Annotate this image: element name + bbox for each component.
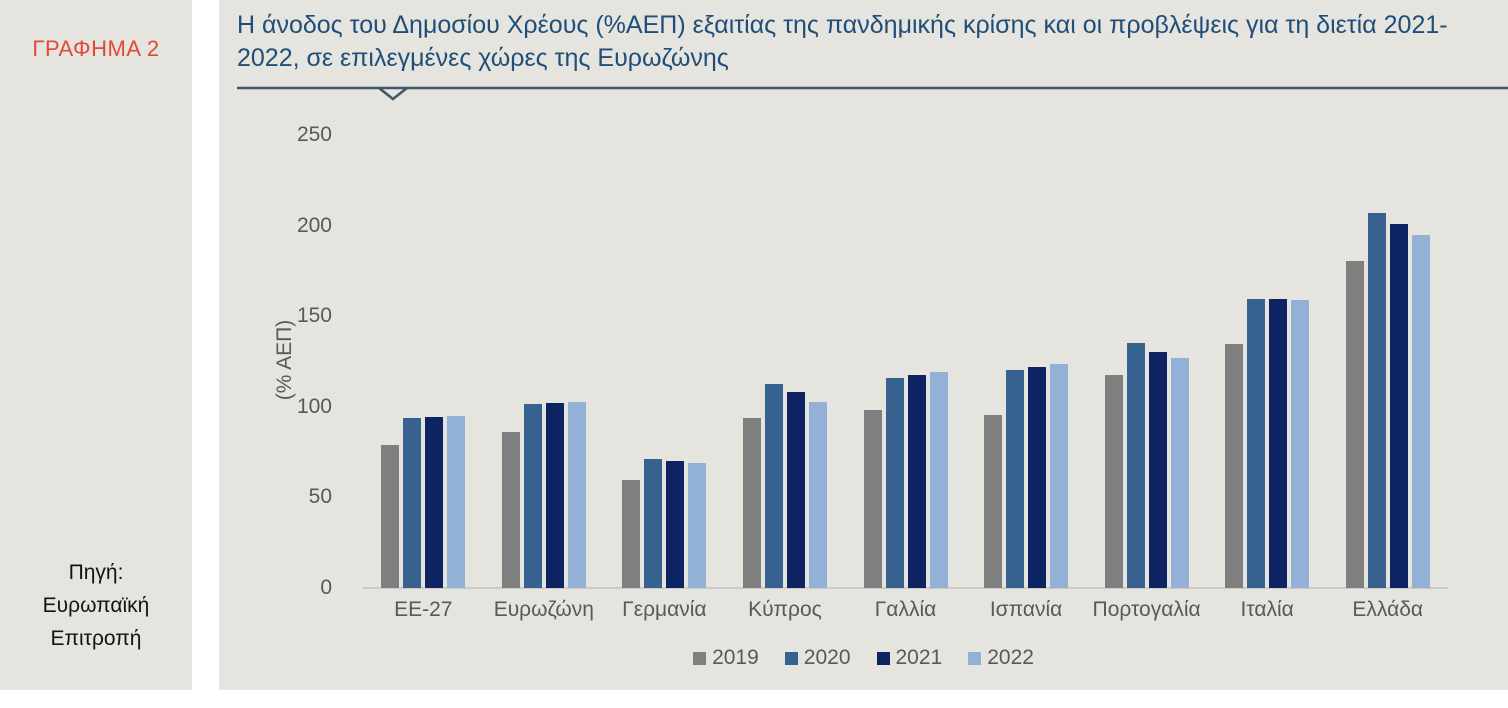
x-category-label: Ισπανία [989,598,1063,621]
x-category-label: Πορτογαλία [1092,598,1201,621]
bar-2021-Ελλάδα [1389,224,1408,588]
bar-2021-Γαλλία [907,374,926,588]
bar-2020-Ισπανία [1006,370,1025,588]
figure-sidebar: ΓΡΑΦΗΜΑ 2 Πηγή: Ευρωπαϊκή Επιτροπή [0,0,192,690]
y-tick-label: 150 [296,304,332,328]
bar-2021-Γερμανία [666,461,685,588]
bar-2021-Ισπανία [1028,366,1047,588]
bar-2022-Πορτογαλία [1170,357,1189,588]
bar-2020-Γερμανία [644,459,663,588]
bar-group [863,371,948,588]
source-note-line: Ευρωπαϊκή [42,594,150,617]
source-note: Πηγή: Ευρωπαϊκή Επιτροπή [0,556,192,655]
y-tick-label: 0 [320,576,332,599]
y-tick-label: 100 [296,394,332,418]
y-axis-title: (% ΑΕΠ) [273,319,296,401]
legend-label: 2019 [712,646,759,669]
figure-number-label: ΓΡΑΦΗΜΑ 2 [32,36,160,61]
bar-2019-Γαλλία [863,410,882,588]
chevron-down-icon [378,86,408,101]
chart-legend: 2019 2020 2021 2022 [219,646,1508,670]
bar-2021-Ιταλία [1269,299,1288,588]
bar-2019-Πορτογαλία [1104,374,1123,588]
bar-group [984,363,1069,588]
source-note-line: Επιτροπή [50,627,142,650]
bar-group [501,402,586,588]
bar-2019-ΕΕ-27 [381,444,400,588]
x-category-label: Κύπρος [748,598,822,621]
bar-2020-Ελλάδα [1367,212,1386,588]
bar-group [622,459,707,588]
bar-2022-Ισπανία [1050,363,1069,588]
bar-2020-Ευρωζώνη [523,403,542,588]
bar-2019-Ελλάδα [1345,260,1364,588]
bar-2019-Ευρωζώνη [501,432,520,588]
bar-group [1345,212,1430,588]
legend-label: 2022 [987,646,1034,669]
bar-2022-Κύπρος [808,401,827,588]
bar-2022-Ιταλία [1291,299,1310,588]
bar-2022-Γαλλία [929,371,948,588]
legend-swatch-icon [784,651,798,665]
bar-2019-Ισπανία [984,415,1003,588]
legend-item-2021: 2021 [876,646,943,670]
bar-2020-Ιταλία [1247,298,1266,588]
bar-2021-Πορτογαλία [1148,351,1167,588]
bar-2022-Ευρωζώνη [567,402,586,588]
legend-label: 2020 [803,646,851,669]
bar-2019-Ιταλία [1225,343,1244,588]
legend-swatch-icon [693,651,707,665]
bar-2021-Ευρωζώνη [545,402,564,588]
title-divider [237,86,1508,101]
chart-title: Η άνοδος του Δημοσίου Χρέους (%ΑΕΠ) εξαι… [237,11,1448,72]
bar-chart: 0 50 100 150 200 250 (% ΑΕΠ) ΕΕ-27 Ευρωζώνη Γερμα… [219,0,1508,690]
y-tick-label: 250 [296,123,332,146]
y-tick-label: 200 [296,213,332,237]
bar-2020-Γαλλία [885,378,904,588]
legend-item-2019: 2019 [693,646,759,670]
bar-group [381,416,466,588]
bar-2019-Κύπρος [742,417,761,588]
bar-2022-Ελλάδα [1411,235,1430,588]
bar-2020-ΕΕ-27 [403,417,422,588]
legend-swatch-icon [876,651,890,665]
bar-2019-Γερμανία [622,480,641,588]
bar-2022-Γερμανία [688,463,707,588]
bar-2020-Πορτογαλία [1126,343,1145,588]
bar-2022-ΕΕ-27 [447,416,466,588]
legend-swatch-icon [968,651,982,665]
bar-group [1225,298,1310,588]
legend-label: 2021 [895,646,943,669]
y-tick-label: 50 [308,485,332,509]
bar-2021-ΕΕ-27 [425,416,444,588]
x-category-label: Γαλλία [874,598,937,621]
chart-panel: Η άνοδος του Δημοσίου Χρέους (%ΑΕΠ) εξαι… [219,0,1508,690]
x-category-label: ΕΕ-27 [394,598,453,621]
bar-2021-Κύπρος [786,391,805,588]
x-category-label: Ευρωζώνη [493,598,594,621]
x-category-label: Ιταλία [1240,598,1294,621]
source-note-line: Πηγή: [68,561,124,584]
x-category-label: Ελλάδα [1352,598,1424,621]
legend-item-2022: 2022 [968,646,1034,670]
x-category-label: Γερμανία [622,598,707,621]
bar-group [742,384,827,588]
bar-group [1104,343,1189,588]
legend-item-2020: 2020 [784,646,851,670]
bar-2020-Κύπρος [764,384,783,588]
x-axis-line [363,587,1448,589]
